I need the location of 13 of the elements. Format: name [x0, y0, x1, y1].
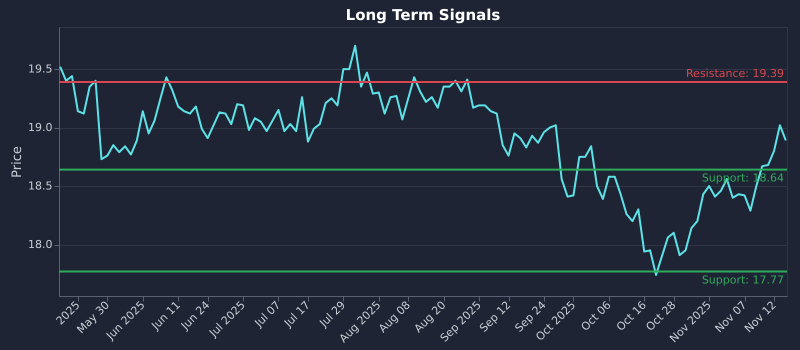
chart-title: Long Term Signals: [346, 6, 500, 24]
x-tick-label: Jul 07: [252, 298, 284, 330]
y-tick-label: 18.0: [28, 238, 52, 252]
x-tick-label: Jul 29: [316, 298, 348, 330]
y-tick-label: 19.0: [28, 121, 52, 134]
y-axis-title: Price: [10, 146, 26, 178]
x-tick-label: Oct 06: [578, 298, 614, 334]
line-series: [59, 44, 787, 276]
ref-line-label: Resistance: 19.39: [686, 66, 784, 80]
y-tick-label: 18.5: [28, 180, 52, 193]
y-tick-label: 19.5: [28, 62, 52, 76]
x-tick-label: Jul 17: [281, 298, 313, 330]
ref-line-label: Support: 17.77: [702, 273, 784, 286]
